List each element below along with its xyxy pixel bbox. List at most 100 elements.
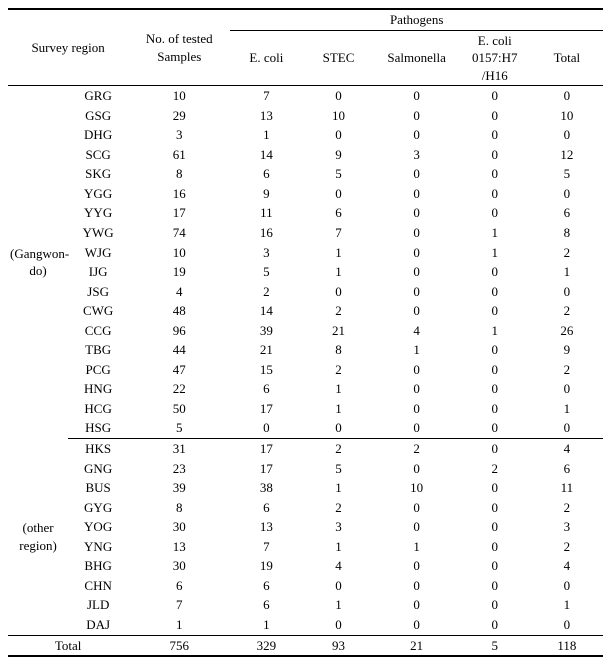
tested-count: 30	[128, 556, 230, 576]
group-label: (other region)	[8, 439, 68, 635]
footer-salmonella: 21	[375, 635, 459, 656]
row-total: 1	[531, 399, 603, 419]
table-row: YGG1690000	[8, 184, 603, 204]
row-total: 12	[531, 145, 603, 165]
stec-count: 2	[302, 301, 374, 321]
table-row: GNG23175026	[8, 459, 603, 479]
tested-count: 47	[128, 360, 230, 380]
header-ecoli: E. coli	[230, 30, 302, 86]
region-code: GSG	[68, 106, 128, 126]
table-row: BHG30194004	[8, 556, 603, 576]
salmonella-count: 0	[375, 282, 459, 302]
header-total: Total	[531, 30, 603, 86]
stec-count: 5	[302, 164, 374, 184]
o157-count: 0	[459, 595, 531, 615]
ecoli-count: 6	[230, 379, 302, 399]
o157-count: 1	[459, 223, 531, 243]
row-total: 4	[531, 439, 603, 459]
row-total: 0	[531, 184, 603, 204]
o157-count: 0	[459, 517, 531, 537]
salmonella-count: 0	[375, 203, 459, 223]
salmonella-count: 0	[375, 243, 459, 263]
tested-count: 7	[128, 595, 230, 615]
tested-count: 44	[128, 340, 230, 360]
ecoli-count: 11	[230, 203, 302, 223]
o157-count: 0	[459, 203, 531, 223]
table-header: Survey region No. of tested Samples Path…	[8, 9, 603, 86]
salmonella-count: 0	[375, 418, 459, 438]
salmonella-count: 0	[375, 498, 459, 518]
salmonella-count: 0	[375, 556, 459, 576]
table-row: DHG310000	[8, 125, 603, 145]
region-code: TBG	[68, 340, 128, 360]
region-code: GNG	[68, 459, 128, 479]
salmonella-count: 2	[375, 439, 459, 459]
table-row: (Gangwon-do)GRG1070000	[8, 86, 603, 106]
row-total: 11	[531, 478, 603, 498]
stec-count: 0	[302, 576, 374, 596]
tested-count: 17	[128, 203, 230, 223]
o157-count: 0	[459, 478, 531, 498]
pathogen-survey-table: Survey region No. of tested Samples Path…	[8, 8, 603, 657]
table-row: JSG420000	[8, 282, 603, 302]
row-total: 0	[531, 125, 603, 145]
ecoli-count: 13	[230, 517, 302, 537]
table-row: GYG862002	[8, 498, 603, 518]
header-no-tested: No. of tested Samples	[128, 9, 230, 86]
row-total: 0	[531, 379, 603, 399]
ecoli-count: 17	[230, 459, 302, 479]
row-total: 0	[531, 576, 603, 596]
row-total: 6	[531, 203, 603, 223]
table-row: IJG1951001	[8, 262, 603, 282]
salmonella-count: 0	[375, 125, 459, 145]
ecoli-count: 19	[230, 556, 302, 576]
row-total: 4	[531, 556, 603, 576]
row-total: 5	[531, 164, 603, 184]
salmonella-count: 0	[375, 164, 459, 184]
tested-count: 10	[128, 243, 230, 263]
region-code: SCG	[68, 145, 128, 165]
region-code: BUS	[68, 478, 128, 498]
footer-total: 118	[531, 635, 603, 656]
stec-count: 0	[302, 86, 374, 106]
stec-count: 21	[302, 321, 374, 341]
tested-count: 6	[128, 576, 230, 596]
table-footer-row: Total75632993215118	[8, 635, 603, 656]
region-code: CHN	[68, 576, 128, 596]
stec-count: 0	[302, 615, 374, 635]
table-row: GSG2913100010	[8, 106, 603, 126]
o157-count: 0	[459, 439, 531, 459]
salmonella-count: 4	[375, 321, 459, 341]
footer-tested: 756	[128, 635, 230, 656]
o157-count: 0	[459, 106, 531, 126]
tested-count: 29	[128, 106, 230, 126]
group-label: (Gangwon-do)	[8, 86, 68, 439]
stec-count: 9	[302, 145, 374, 165]
o157-count: 0	[459, 282, 531, 302]
tested-count: 10	[128, 86, 230, 106]
ecoli-count: 1	[230, 615, 302, 635]
header-salmonella: Salmonella	[375, 30, 459, 86]
row-total: 6	[531, 459, 603, 479]
ecoli-count: 17	[230, 439, 302, 459]
ecoli-count: 13	[230, 106, 302, 126]
stec-count: 8	[302, 340, 374, 360]
o157-count: 0	[459, 556, 531, 576]
o157-count: 1	[459, 321, 531, 341]
salmonella-count: 0	[375, 379, 459, 399]
salmonella-count: 0	[375, 223, 459, 243]
o157-count: 0	[459, 145, 531, 165]
stec-count: 1	[302, 243, 374, 263]
o157-count: 0	[459, 418, 531, 438]
tested-count: 5	[128, 418, 230, 438]
stec-count: 2	[302, 360, 374, 380]
region-code: HNG	[68, 379, 128, 399]
row-total: 2	[531, 243, 603, 263]
region-code: YOG	[68, 517, 128, 537]
header-o157: E. coli 0157:H7 /H16	[459, 30, 531, 86]
o157-count: 0	[459, 379, 531, 399]
o157-count: 2	[459, 459, 531, 479]
tested-count: 96	[128, 321, 230, 341]
tested-count: 50	[128, 399, 230, 419]
tested-count: 4	[128, 282, 230, 302]
